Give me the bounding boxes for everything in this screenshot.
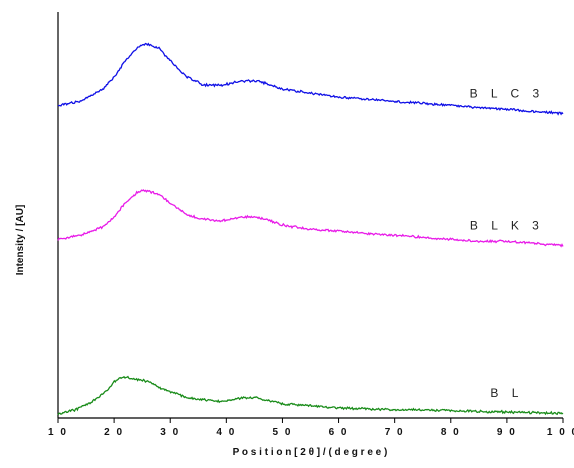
x-tick-label: 1 0 [48,427,68,438]
x-tick-label: 6 0 [329,427,349,438]
x-axis-title: P o s i t i o n [ 2 θ ] / ( d e g r e e … [233,447,388,458]
series-label-1: B L K 3 [470,218,544,232]
series-layer: B L C 3 B L K 3 B L [58,44,563,415]
x-tick-label: 2 0 [104,427,124,438]
y-axis-title: Intensity / [AU] [15,205,26,276]
x-tick-label: 8 0 [441,427,461,438]
x-tick-label: 9 0 [497,427,517,438]
x-tick-label: 7 0 [385,427,405,438]
series-label-0: B L C 3 [470,87,545,101]
x-tick-label: 1 0 0 [547,427,574,438]
series-line-2 [58,377,563,415]
x-tick-label: 4 0 [216,427,236,438]
x-tick-label: 5 0 [272,427,292,438]
series-line-0 [58,44,563,115]
x-tick-label: 3 0 [160,427,180,438]
series-label-2: B L [490,386,523,400]
x-tick-layer: 1 0 2 0 3 0 4 0 5 0 6 0 7 0 8 0 9 0 1 0 0 [48,418,574,438]
